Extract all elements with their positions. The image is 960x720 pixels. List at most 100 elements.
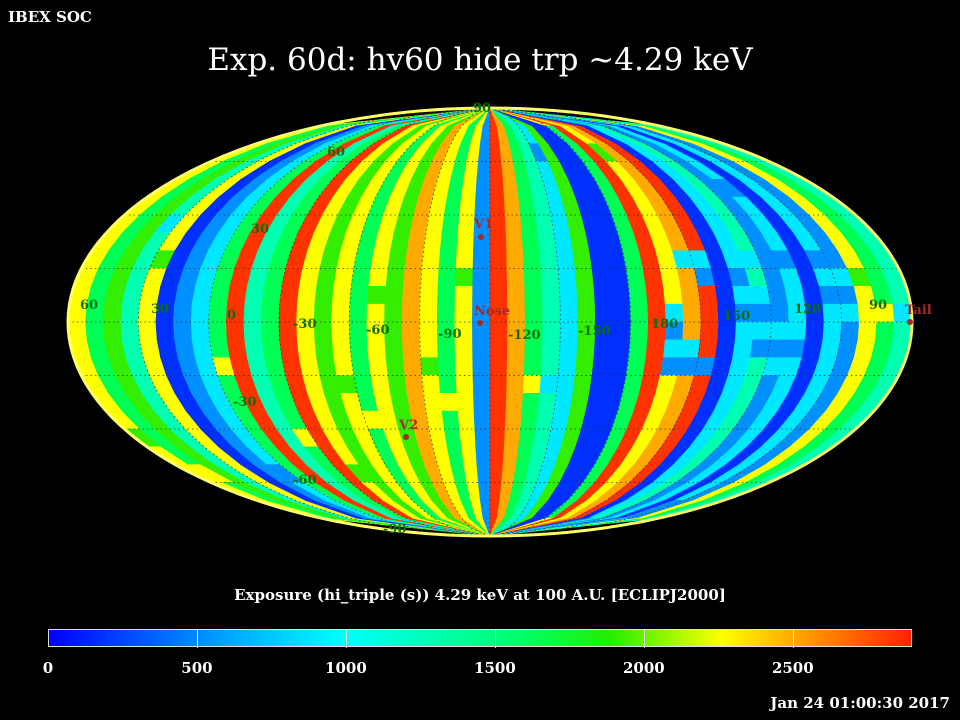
exposure-cell	[402, 357, 423, 376]
exposure-cell	[628, 285, 649, 305]
lon-label-m150: -150	[578, 324, 611, 339]
exposure-cell	[537, 392, 557, 412]
exposure-cell	[173, 303, 193, 323]
exposure-cell	[226, 285, 248, 305]
exposure-cell	[680, 285, 701, 305]
colorbar-label: Exposure (hi_triple (s)) 4.29 keV at 100…	[234, 586, 726, 604]
v2-marker-icon	[403, 434, 409, 440]
graticule	[68, 108, 912, 536]
exposure-cell	[489, 339, 508, 359]
colorbar-tick-label: 0	[42, 659, 54, 677]
exposure-cell	[331, 321, 351, 341]
exposure-cell	[557, 357, 578, 376]
exposure-cell	[279, 285, 300, 305]
exposure-cell	[489, 410, 507, 430]
exposure-cell	[455, 375, 474, 394]
exposure-cell	[437, 357, 457, 376]
exposure-cell	[503, 428, 521, 448]
exposure-cell	[574, 357, 595, 376]
exposure-cell	[506, 285, 526, 305]
exposure-cell	[680, 339, 701, 359]
exposure-cell	[243, 321, 263, 341]
exposure-cell	[663, 285, 684, 305]
colorbar-tick-label: 2000	[622, 659, 665, 677]
exposure-cell	[608, 268, 630, 287]
lon-label-m60: -60	[366, 323, 390, 338]
exposure-cell	[261, 285, 283, 305]
exposure-cell	[506, 357, 526, 376]
exposure-cell	[137, 321, 158, 341]
lon-label-30: 30	[151, 302, 169, 317]
exposure-cell	[611, 339, 631, 359]
exposure-cell	[423, 232, 443, 251]
exposure-cell	[404, 250, 425, 269]
exposure-cell	[313, 303, 333, 323]
exposure-cell	[174, 339, 196, 359]
exposure-cell	[390, 232, 411, 251]
exposure-cell	[443, 196, 462, 216]
exposure-cell	[437, 339, 456, 359]
exposure-cell	[454, 339, 474, 359]
exposure-cell	[628, 339, 649, 359]
exposure-cell	[822, 303, 843, 323]
meridian-line	[208, 108, 491, 536]
exposure-cell	[506, 375, 525, 394]
exposure-cell	[316, 357, 338, 376]
exposure-cell	[475, 446, 491, 466]
exposure-cell	[540, 357, 560, 376]
lon-label-120: 120	[794, 302, 821, 317]
exposure-cell	[629, 321, 649, 341]
exposure-cell	[489, 375, 508, 394]
meridian-line	[137, 108, 491, 536]
exposure-cell	[401, 321, 421, 341]
exposure-cell	[296, 285, 317, 305]
colorbar	[48, 629, 912, 648]
exposure-cell	[594, 303, 614, 323]
exposure-cell	[506, 268, 526, 287]
exposure-cell	[805, 321, 825, 341]
exposure-cell	[439, 392, 459, 412]
exposure-cell	[559, 303, 579, 323]
exposure-cell	[645, 285, 666, 305]
colorbar-divider	[345, 630, 347, 648]
exposure-cell	[475, 179, 491, 198]
exposure-cell	[390, 392, 411, 412]
exposure-cell	[420, 357, 440, 376]
exposure-cell	[472, 375, 491, 394]
exposure-cell	[504, 410, 523, 430]
exposure-cell	[419, 321, 438, 341]
exposure-cell	[629, 303, 649, 323]
meridian-line	[278, 108, 491, 536]
exposure-cell	[348, 303, 368, 323]
exposure-cell	[749, 339, 771, 359]
exposure-cell	[520, 410, 539, 430]
exposure-cell	[331, 303, 351, 323]
exposure-cell	[540, 268, 560, 287]
exposure-cell	[244, 339, 265, 359]
exposure-cell	[642, 268, 664, 287]
exposure-cell	[697, 285, 719, 305]
nose-label: Nose	[474, 304, 510, 319]
exposure-cell	[576, 339, 596, 359]
exposure-cell	[476, 161, 491, 180]
exposure-cell	[523, 357, 543, 376]
exposure-cell	[331, 339, 352, 359]
exposure-stripes	[68, 108, 912, 536]
lon-label-90: 90	[869, 298, 887, 313]
exposure-cell	[261, 303, 281, 323]
exposure-cell	[419, 339, 439, 359]
exposure-cell	[559, 321, 579, 341]
exposure-cell	[892, 303, 912, 323]
exposure-cell	[457, 410, 476, 430]
exposure-cell	[425, 214, 445, 234]
exposure-cell	[574, 268, 595, 287]
exposure-cell	[459, 428, 477, 448]
exposure-cell	[473, 410, 491, 430]
exposure-cell	[625, 357, 647, 376]
exposure-cell	[840, 303, 860, 323]
exposure-cell	[539, 250, 559, 269]
exposure-cell	[489, 179, 505, 198]
exposure-cell	[437, 285, 456, 305]
exposure-cell	[699, 303, 719, 323]
colorbar-tick-label: 2500	[771, 659, 814, 677]
